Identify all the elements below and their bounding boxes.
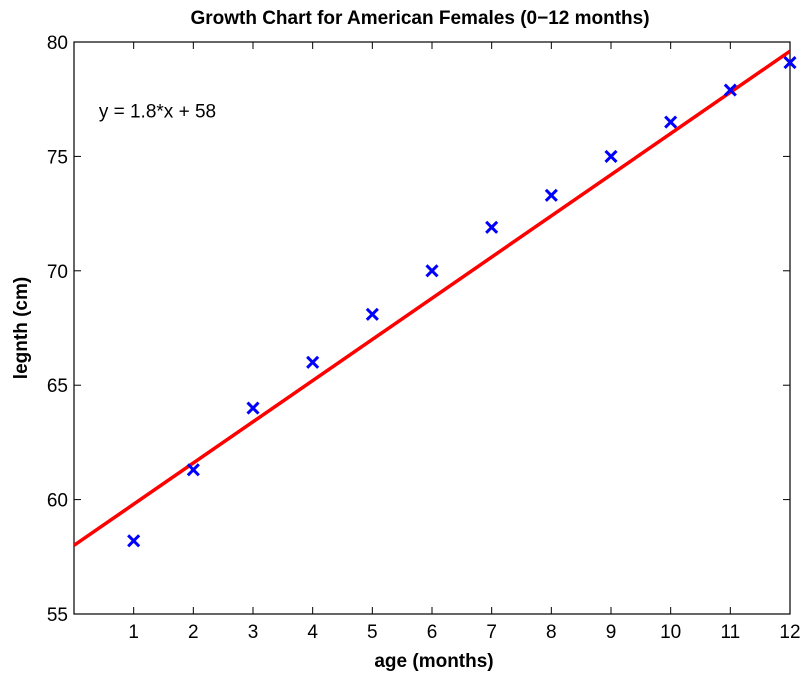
x-tick-label: 5: [367, 622, 378, 643]
x-tick-label: 2: [188, 622, 199, 643]
y-tick-label: 60: [47, 491, 68, 512]
y-tick-label: 80: [47, 33, 68, 54]
x-axis-label: age (months): [374, 651, 493, 672]
y-tick-label: 55: [47, 605, 68, 626]
data-point: [544, 188, 558, 202]
x-tick-label: 6: [427, 622, 438, 643]
data-point: [664, 115, 678, 129]
data-point: [425, 264, 439, 278]
plot-frame: [73, 41, 791, 615]
data-point: [723, 83, 737, 97]
x-tick-label: 8: [546, 622, 557, 643]
x-tick-label: 7: [486, 622, 497, 643]
y-axis-label: legnth (cm): [11, 277, 32, 379]
data-point: [127, 534, 141, 548]
data-point: [365, 307, 379, 321]
data-point: [306, 355, 320, 369]
data-point: [186, 463, 200, 477]
x-tick-label: 11: [720, 622, 740, 643]
fit-line: [74, 49, 790, 547]
y-tick-label: 65: [47, 376, 68, 397]
x-tick-label: 4: [307, 622, 318, 643]
data-point: [783, 56, 797, 70]
x-tick-label: 3: [248, 622, 259, 643]
fit-line-layer: [74, 49, 790, 547]
y-tick-label: 70: [47, 262, 68, 283]
x-tick-label: 1: [128, 622, 139, 643]
x-tick-label: 10: [660, 622, 681, 643]
data-point: [246, 401, 260, 415]
equation-annotation: y = 1.8*x + 58: [99, 102, 216, 123]
data-points-layer: [127, 56, 797, 548]
annotations-layer: y = 1.8*x + 58: [99, 102, 216, 123]
x-tick-label: 9: [606, 622, 617, 643]
data-point: [485, 220, 499, 234]
x-tick-label: 12: [779, 622, 800, 643]
chart-title: Growth Chart for American Females (0−12 …: [190, 8, 649, 29]
data-point: [604, 149, 618, 163]
y-tick-label: 75: [47, 147, 68, 168]
